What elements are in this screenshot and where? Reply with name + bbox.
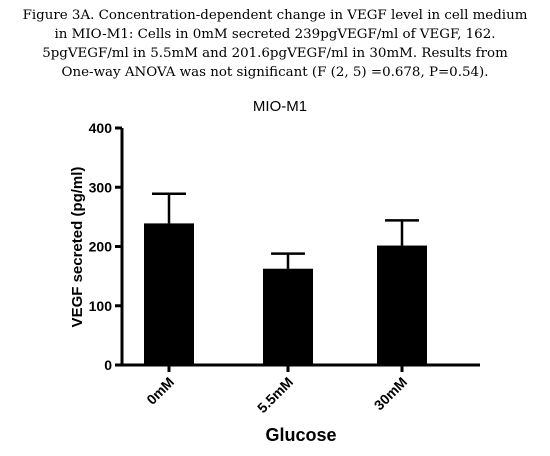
y-tick-label: 100	[89, 298, 113, 314]
bar	[377, 245, 427, 365]
caption-line-1: Figure 3A. Concentration-dependent chang…	[22, 8, 528, 23]
x-axis-label: Glucose	[265, 425, 336, 445]
y-tick-label: 400	[89, 120, 113, 136]
y-tick-label: 300	[89, 179, 113, 195]
y-tick-label: 0	[104, 357, 112, 373]
figure-caption: Figure 3A. Concentration-dependent chang…	[0, 6, 550, 82]
caption-line-4: One-way ANOVA was not significant (F (2,…	[61, 65, 489, 80]
chart-title: MIO-M1	[253, 98, 307, 115]
x-tick-label: 30mM	[371, 374, 410, 413]
x-tick-label: 0mM	[143, 374, 177, 408]
plot-area: 0 100 200 300 400 0mM 5.5mM 30mM	[89, 120, 480, 416]
y-axis-label: VEGF secreted (pg/ml)	[69, 167, 86, 328]
x-tick-label: 5.5mM	[254, 374, 296, 416]
caption-line-2: in MIO-M1: Cells in 0mM secreted 239pgVE…	[54, 27, 496, 42]
bar	[263, 268, 313, 365]
bar	[144, 223, 194, 365]
y-tick-label: 200	[89, 239, 113, 255]
caption-line-3: 5pgVEGF/ml in 5.5mM and 201.6pgVEGF/ml i…	[42, 46, 508, 61]
